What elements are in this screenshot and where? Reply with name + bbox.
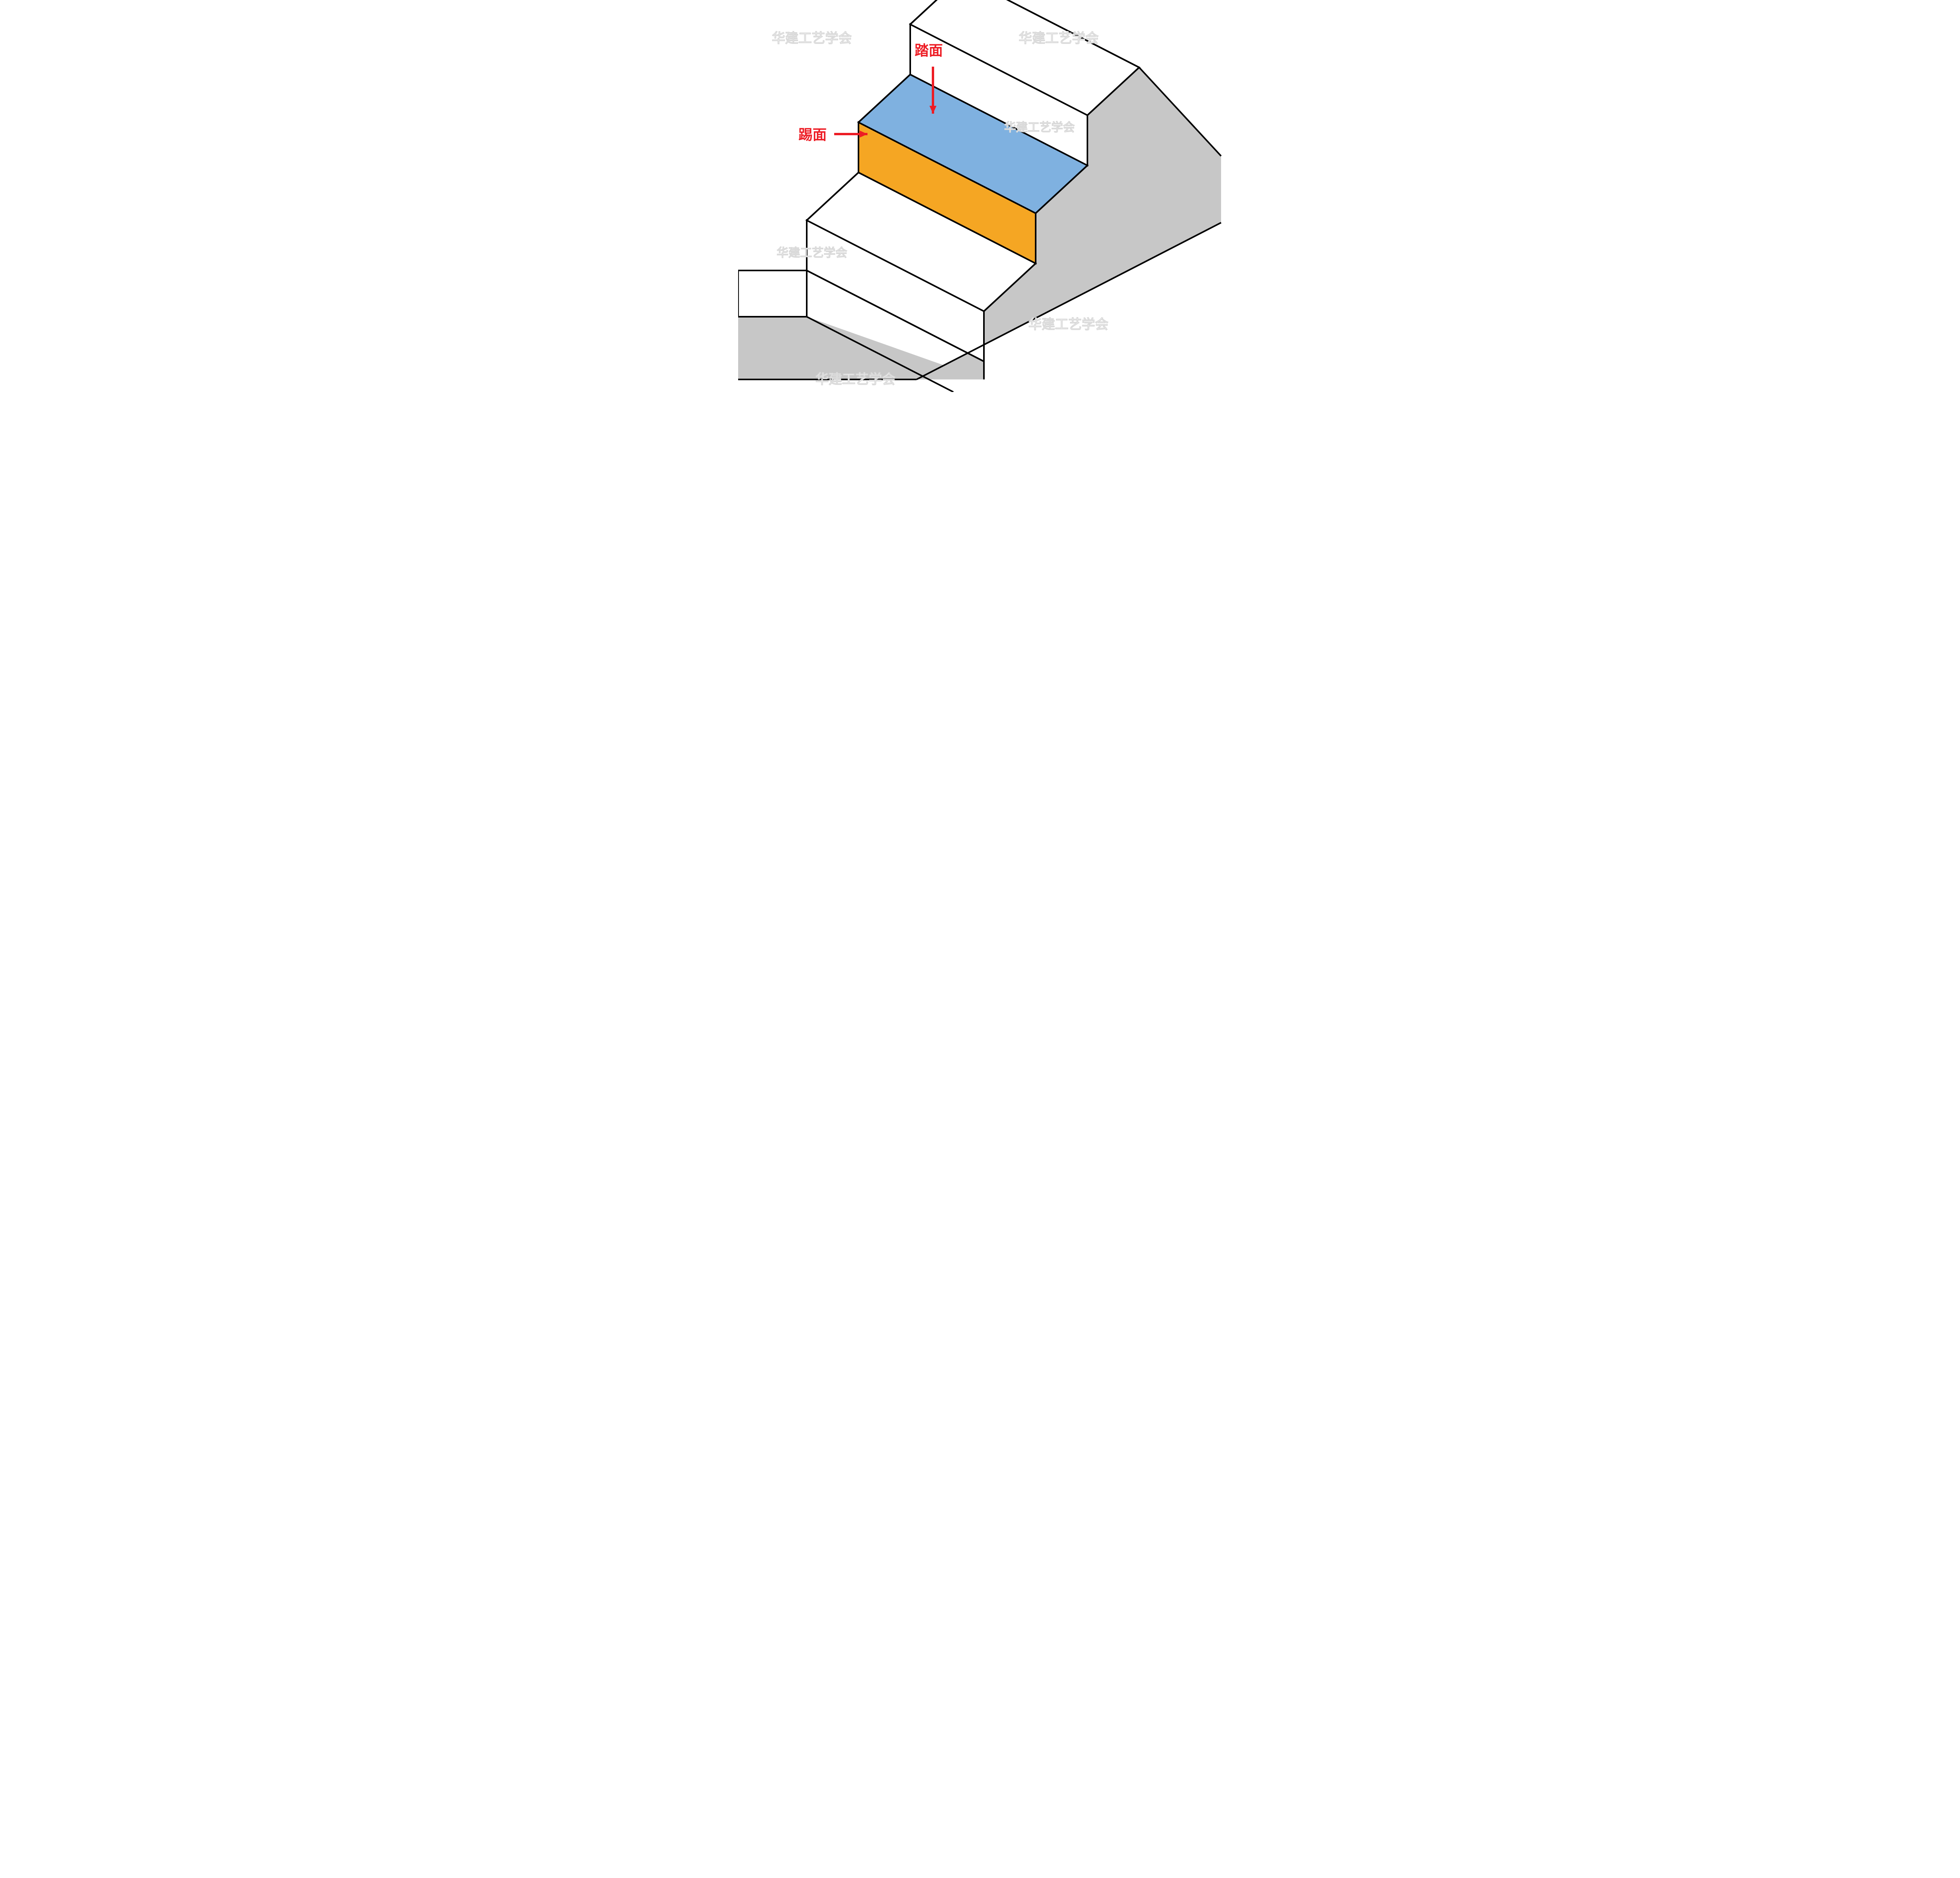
riser-label: 踢面 [799,123,827,144]
diagram-container: 踏面 踢面 华建工艺学会华建工艺学会华建工艺学会华建工艺学会华建工艺学会华建工艺… [738,0,1222,392]
stair-diagram-svg [738,0,1222,392]
tread-label: 踏面 [915,39,943,60]
entry-slab-front [738,270,807,317]
